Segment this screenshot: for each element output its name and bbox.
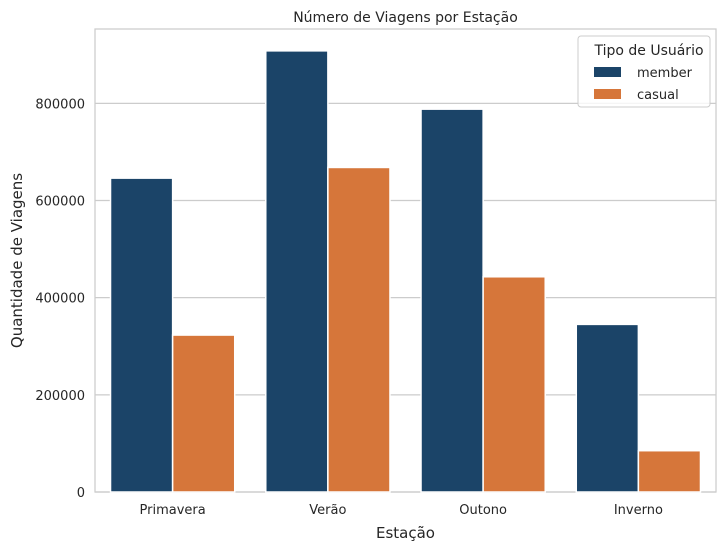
bar-member-3 — [575, 323, 640, 493]
legend-swatch-member — [594, 67, 621, 77]
y-tick-label: 0 — [77, 486, 85, 501]
bar-member-0 — [109, 177, 174, 493]
y-tick-label: 400000 — [35, 292, 85, 307]
x-tick-label: Outono — [459, 503, 507, 518]
bar-casual-3 — [637, 449, 702, 493]
plot-frame — [94, 28, 717, 493]
x-tick-labels: Primavera Verão Outono Inverno — [140, 503, 663, 518]
x-axis-label: Estação — [376, 524, 435, 542]
y-tick-label: 200000 — [35, 389, 85, 404]
bars — [109, 50, 702, 493]
y-tick-label: 600000 — [35, 194, 85, 209]
bar-casual-2 — [482, 276, 546, 493]
x-tick-label: Inverno — [614, 503, 663, 518]
legend: Tipo de Usuário member casual — [577, 35, 711, 108]
legend-label-casual: casual — [637, 88, 679, 103]
legend-label-member: member — [637, 66, 693, 81]
chart-title: Número de Viagens por Estação — [293, 10, 518, 26]
x-tick-label: Primavera — [140, 503, 206, 518]
bar-member-1 — [265, 50, 329, 493]
legend-title: Tipo de Usuário — [593, 43, 703, 59]
bar-member-2 — [420, 108, 484, 493]
x-tick-label: Verão — [309, 503, 346, 518]
y-tick-labels: 0 200000 400000 600000 800000 — [35, 97, 85, 501]
bar-casual-0 — [171, 334, 236, 493]
y-axis-label: Quantidade de Viagens — [8, 173, 26, 348]
legend-swatch-casual — [594, 89, 621, 99]
bar-casual-1 — [327, 166, 391, 493]
y-tick-label: 800000 — [35, 97, 85, 112]
